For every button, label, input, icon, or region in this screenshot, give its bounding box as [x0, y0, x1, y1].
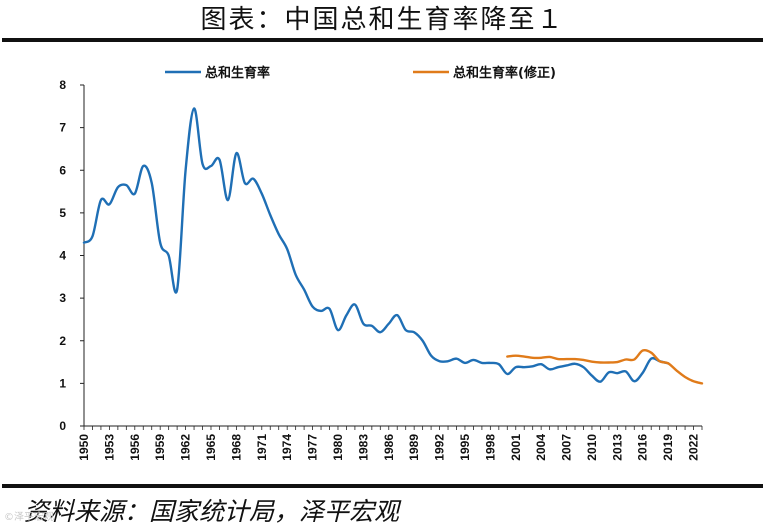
x-tick-label: 1974: [280, 434, 294, 461]
x-tick-label: 2001: [509, 434, 523, 461]
x-tick-label: 2007: [560, 434, 574, 461]
x-tick-label: 2019: [661, 434, 675, 461]
x-tick-label: 1965: [204, 434, 218, 461]
x-tick-label: 1980: [331, 434, 345, 461]
y-tick-label: 8: [59, 78, 66, 92]
x-tick-label: 2022: [687, 434, 701, 461]
x-tick-label: 1953: [102, 434, 116, 461]
x-tick-label: 1995: [458, 434, 472, 461]
x-tick-label: 2010: [585, 434, 599, 461]
source-rule: [2, 484, 763, 488]
y-tick-label: 1: [59, 376, 66, 390]
x-tick-label: 2004: [534, 434, 548, 461]
legend-label-tfr-revised: 总和生育率(修正): [453, 65, 556, 81]
x-tick-label: 1992: [433, 434, 447, 461]
x-tick-label: 1989: [407, 434, 421, 461]
y-tick-label: 7: [59, 121, 66, 135]
watermark: ©泽平宏观: [4, 512, 54, 523]
x-tick-label: 2013: [610, 434, 624, 461]
y-tick-label: 0: [59, 419, 66, 433]
axes: [80, 84, 703, 430]
series-line-tfr-revised: [506, 348, 704, 385]
x-tick-label: 1986: [382, 434, 396, 461]
x-tick-label: 1971: [255, 434, 269, 461]
x-tick-label: 1977: [306, 434, 320, 461]
y-tick-label: 5: [59, 206, 66, 220]
y-tick-label: 4: [59, 249, 66, 263]
series-line-tfr: [82, 107, 670, 383]
legend: 总和生育率 总和生育率(修正): [165, 65, 556, 81]
x-tick-label: 1959: [153, 434, 167, 461]
x-tick-label: 1956: [128, 434, 142, 461]
y-tick-label: 2: [59, 334, 66, 348]
x-tick-label: 1983: [356, 434, 370, 461]
x-tick-label: 1962: [179, 434, 193, 461]
chart-title: 图表：中国总和生育率降至１: [200, 5, 565, 35]
y-tick-labels: 0 1 2 3 4 5 6 7 8: [59, 78, 66, 433]
x-tick-labels: 1950 1953 1956 1959 1962 1965 1968 1971 1974 1977…: [77, 434, 701, 461]
x-tick-label: 1950: [77, 434, 91, 461]
series-lines: [82, 107, 704, 385]
x-tick-label: 2016: [636, 434, 650, 461]
legend-label-tfr: 总和生育率: [205, 65, 270, 81]
y-tick-label: 3: [59, 291, 66, 305]
y-tick-label: 6: [59, 163, 66, 177]
x-tick-label: 1998: [483, 434, 497, 461]
x-tick-label: 1968: [229, 434, 243, 461]
source-note: 资料来源：国家统计局，泽平宏观: [24, 497, 400, 526]
title-rule: [2, 38, 763, 42]
